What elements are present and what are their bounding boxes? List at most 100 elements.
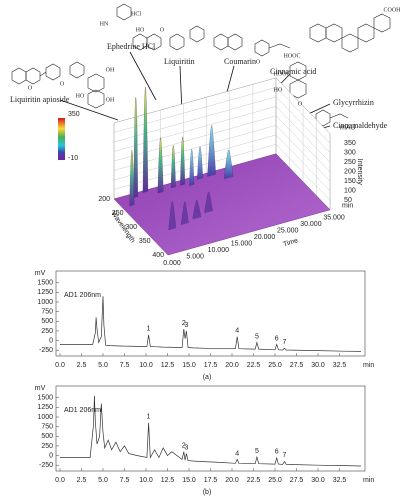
x-tick-label: 10.0 (139, 362, 153, 369)
structure-text: OH (106, 67, 115, 73)
structure-text: HCl (131, 11, 141, 17)
y-tick-label: 300 (125, 224, 137, 231)
x-tick-label: 15.000 (231, 240, 253, 247)
x-tick-label: 12.5 (161, 362, 175, 369)
structure-text: O (256, 59, 261, 65)
x-tick-label: 12.5 (161, 477, 175, 484)
peak-label: 5 (255, 333, 259, 340)
x-tick-label: 0.0 (55, 477, 65, 484)
chromatogram-line (60, 296, 362, 352)
caption: (a) (203, 374, 212, 381)
annotation: AD1 206nm (64, 292, 101, 299)
y-tick-label: -250 (39, 347, 53, 354)
peak-label: 2 (182, 320, 186, 327)
caption: (b) (203, 489, 212, 496)
x-tick-label: 22.5 (247, 362, 261, 369)
x-unit: min (342, 203, 353, 210)
y-tick-label: 750 (41, 308, 53, 315)
x-tick-label: 30.0 (311, 362, 325, 369)
color-bar (58, 118, 65, 160)
peak-label: 2 (182, 443, 186, 450)
compound-label: Cinnamaldehyde (333, 121, 388, 130)
x-tick-label: 15.0 (182, 362, 196, 369)
z-tick-label: 50 (344, 197, 352, 204)
surface-peak (142, 86, 149, 193)
y-tick-label: 500 (41, 318, 53, 325)
surface-peak (197, 146, 203, 180)
structure-text: O (60, 81, 65, 87)
surface-floor (113, 153, 331, 256)
x-tick-label: 5.0 (98, 477, 108, 484)
z-tick-label: 300 (344, 150, 356, 157)
x-tick-label: 17.5 (204, 362, 218, 369)
y-tick-label: -250 (39, 462, 53, 469)
x-tick-label: 7.5 (120, 477, 130, 484)
y-tick-label: 500 (41, 433, 53, 440)
x-tick-label: 10.0 (139, 477, 153, 484)
x-axis-label: min (363, 477, 374, 484)
x-tick-label: 30.0 (311, 477, 325, 484)
peak-label: 1 (147, 326, 151, 333)
surface-peak (189, 149, 195, 187)
x-tick-label: 35.000 (323, 215, 345, 222)
surface-peak (207, 125, 216, 177)
x-tick-label: 20.0 (225, 477, 239, 484)
chromatogram-line (60, 395, 362, 467)
structure-text: HOOC (283, 53, 300, 59)
peak-label: 4 (235, 450, 239, 457)
peak-label: 3 (184, 444, 188, 451)
z-tick-label: 250 (344, 159, 356, 166)
y-tick-label: 1000 (37, 299, 53, 306)
plot-frame (55, 385, 366, 472)
surface-peak (180, 136, 186, 186)
chromatogram: 1500 1250 1000 750 500 250 0 -250 0.0 2.5 5.0 7.5 10… (35, 270, 375, 381)
surface-peak (170, 145, 176, 189)
structure-text: O (160, 27, 165, 33)
surface-peak (192, 199, 202, 220)
x-tick-label: 20.0 (225, 362, 239, 369)
structure-text: HO (136, 27, 145, 33)
surface-peak (204, 191, 213, 214)
z-tick-label: 100 (344, 188, 356, 195)
y-tick-label: 1000 (37, 414, 53, 421)
z-tick-label: 150 (344, 178, 356, 185)
compound-label: Coumarin (224, 57, 256, 66)
z-tick-label: 350 (344, 140, 356, 147)
x-tick-label: 27.5 (290, 477, 304, 484)
chromatogram: 1500 1250 1000 750 500 250 0 -250 0.0 2.5 5.0 7.5 10… (35, 385, 375, 496)
y-tick-label: 400 (152, 252, 164, 259)
y-tick-label: 350 (139, 238, 151, 245)
x-tick-label: 5.0 (98, 362, 108, 369)
structure-text: O (298, 101, 303, 107)
x-tick-label: 20.000 (254, 234, 276, 241)
structure-text: HO (274, 87, 283, 93)
peak-label: 6 (275, 335, 279, 342)
x-tick-label: 0.000 (163, 260, 181, 267)
compound-label: Cinnamic acid (270, 67, 316, 76)
surface-peak (180, 201, 189, 225)
y-tick-label: 0 (49, 452, 53, 459)
peak-label: 7 (283, 452, 287, 459)
peak-label: 4 (235, 328, 239, 335)
colorbar-label: -10 (68, 155, 78, 162)
structure-text: HN (100, 21, 109, 27)
x-tick-label: 25.000 (277, 228, 299, 235)
y-tick-label: 250 (41, 328, 53, 335)
x-tick-label: 0.0 (55, 362, 65, 369)
peak-label: 6 (275, 449, 279, 456)
compound-label: Liquiritin apioside (10, 95, 70, 104)
structure-text: HOOC (273, 71, 290, 77)
compound-label: Liquiritin (164, 57, 195, 66)
surface-peak (133, 97, 138, 198)
peak-label: 1 (147, 414, 151, 421)
x-tick-label: 5.000 (186, 253, 204, 260)
surface-peak (157, 137, 164, 194)
annotation: AD1 206nm (64, 407, 101, 414)
y-tick-label: 0 (49, 337, 53, 344)
x-tick-label: 25.0 (268, 477, 282, 484)
x-tick-label: 32.5 (333, 477, 347, 484)
y-tick-label: 1250 (37, 289, 53, 296)
structure-text: COOH (383, 7, 401, 13)
z-axis-label: Intensity (356, 159, 363, 186)
